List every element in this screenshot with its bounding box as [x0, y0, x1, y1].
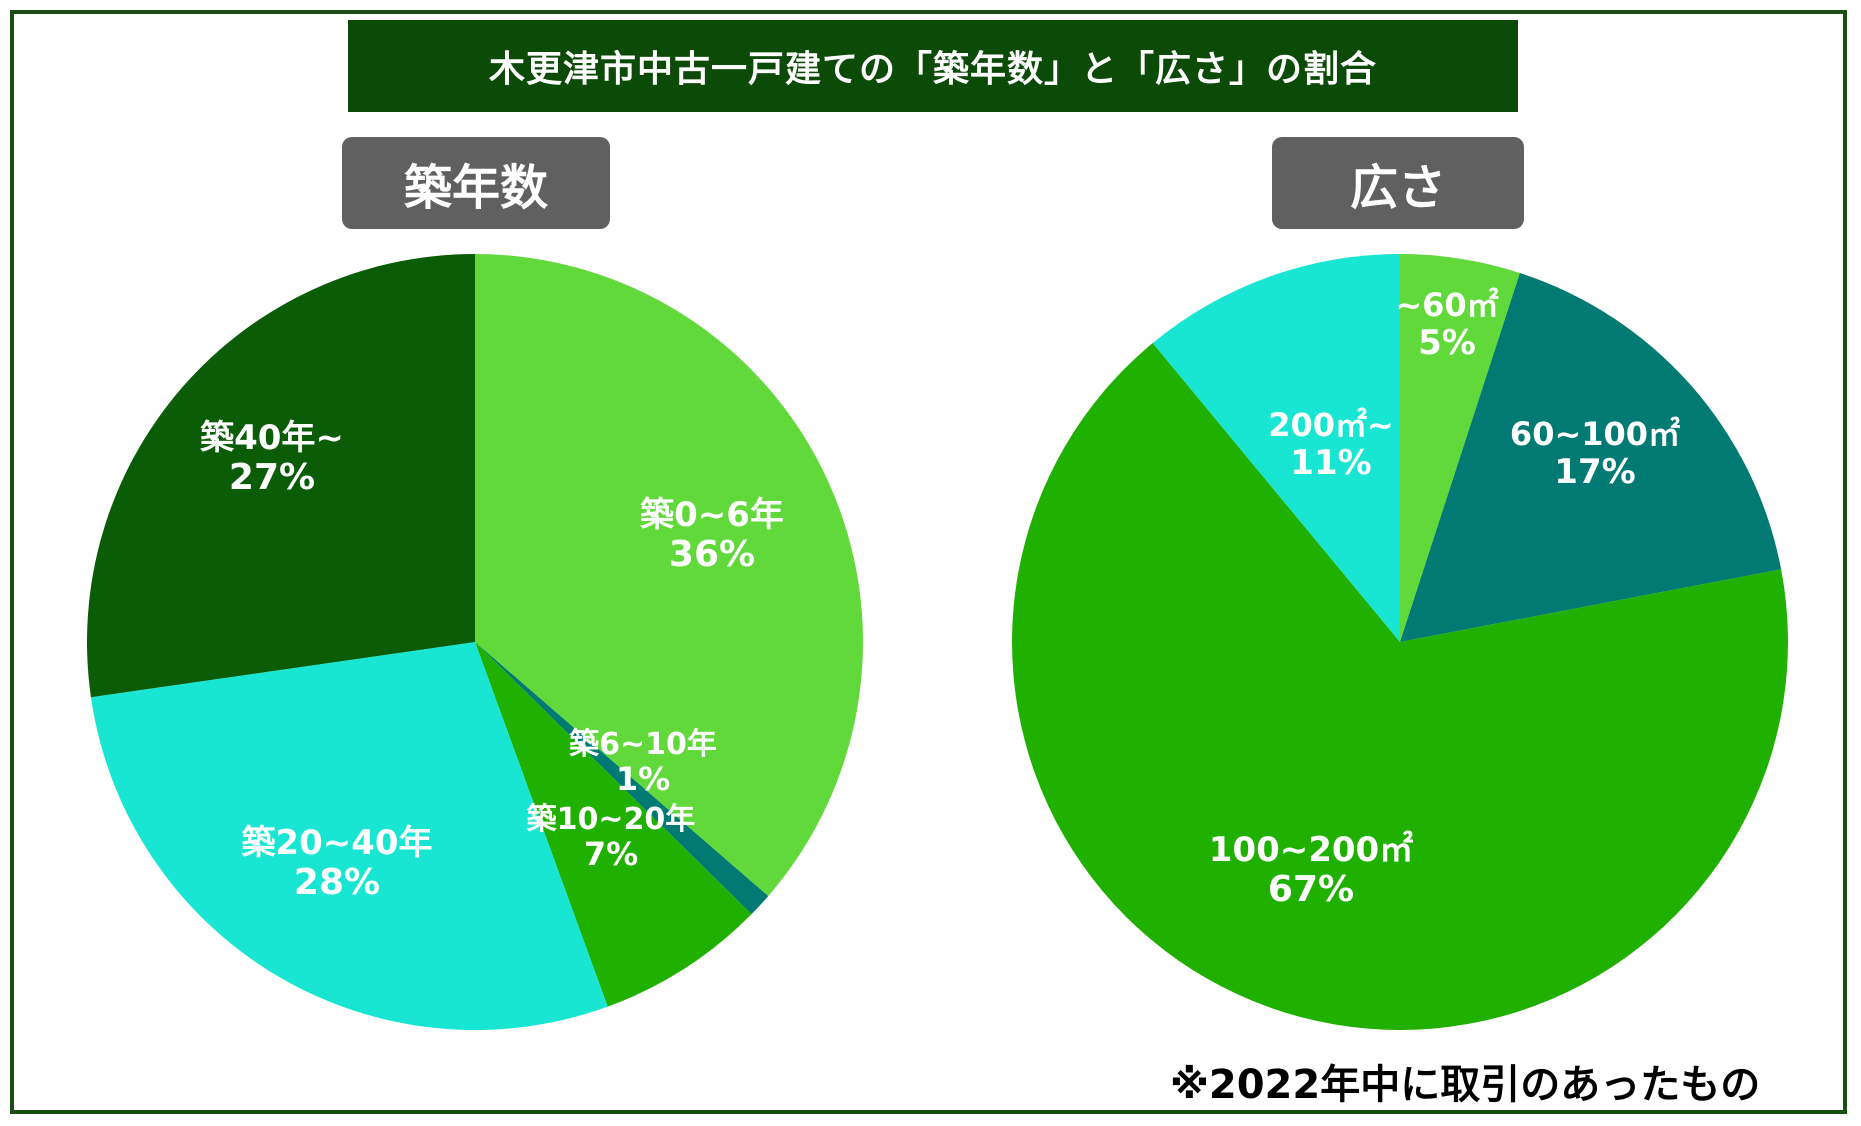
slice-label-0-4: 築40年~	[199, 418, 344, 458]
slice-value-0-0: 36%	[669, 534, 755, 575]
footnote: ※2022年中に取引のあったもの	[1170, 1062, 1761, 1108]
pie-slice-0-0	[475, 254, 863, 897]
slice-label-0-2: 築10~20年	[527, 802, 696, 837]
slice-label-1-0: ~60㎡	[1395, 286, 1498, 324]
pie-slice-1-3	[1152, 254, 1400, 642]
pie-slice-1-1	[1400, 272, 1782, 642]
pie-slice-0-4	[87, 254, 476, 698]
pie-title-building-age: 築年数	[342, 137, 610, 229]
slice-label-0-0: 築0~6年	[639, 495, 784, 535]
slice-label-1-2: 100~200㎡	[1209, 830, 1413, 870]
slice-value-1-0: 5%	[1418, 323, 1476, 363]
slice-value-1-1: 17%	[1554, 452, 1635, 492]
slice-label-0-1: 築6~10年	[569, 727, 717, 762]
slice-value-0-1: 1%	[616, 760, 670, 798]
slice-label-0-3: 築20~40年	[240, 823, 432, 863]
main-title: 木更津市中古一戸建ての「築年数」と「広さ」の割合	[348, 20, 1518, 112]
slice-label-1-1: 60~100㎡	[1510, 415, 1680, 453]
slice-value-1-3: 11%	[1290, 443, 1371, 483]
slice-label-1-3: 200㎡~	[1268, 406, 1394, 444]
slice-value-0-3: 28%	[294, 862, 380, 903]
slice-value-1-2: 67%	[1268, 869, 1354, 910]
pie-slice-1-2	[1011, 343, 1788, 1030]
pie-title-floor-area: 広さ	[1272, 137, 1524, 229]
slice-value-0-4: 27%	[229, 457, 315, 498]
pie-slice-0-2	[475, 642, 752, 1007]
slice-value-0-2: 7%	[584, 835, 638, 873]
pie-slice-1-0	[1400, 254, 1520, 642]
pie-slice-0-3	[90, 642, 608, 1030]
pie-slice-0-1	[475, 642, 769, 915]
